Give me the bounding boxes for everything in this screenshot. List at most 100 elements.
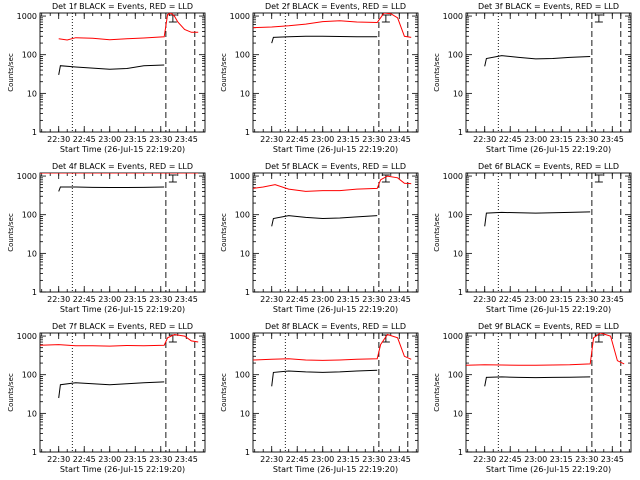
y-tick-label: 100 xyxy=(448,211,463,220)
y-tick-label: 1 xyxy=(32,128,37,137)
y-tick-label: 100 xyxy=(235,371,250,380)
detector-plot: Det 6f BLACK = Events, RED = LLD 1 10 100 10… xyxy=(433,162,632,314)
x-tick-label: 23:30 xyxy=(575,135,598,144)
x-tick-label: 22:30 xyxy=(473,455,496,464)
y-tick-label: 10 xyxy=(453,89,463,98)
x-tick-label: 23:15 xyxy=(550,455,573,464)
y-tick-label: 10 xyxy=(240,89,250,98)
error-bar-marker xyxy=(594,334,603,343)
events-series-line xyxy=(484,55,591,67)
y-axis-label: Counts/sec xyxy=(7,213,15,252)
y-tick-label: 100 xyxy=(22,211,37,220)
plot-frame xyxy=(39,172,206,293)
y-tick-label: 1 xyxy=(32,448,37,457)
x-tick-label: 22:45 xyxy=(499,135,522,144)
events-series-line xyxy=(271,35,378,44)
y-tick-label: 100 xyxy=(22,51,37,60)
y-axis-label: Counts/sec xyxy=(433,373,441,412)
error-bar-marker xyxy=(594,174,603,183)
plot-frame xyxy=(252,332,419,453)
lld-series-line xyxy=(58,13,199,41)
x-tick-label: 23:00 xyxy=(98,135,121,144)
x-tick-label: 23:45 xyxy=(175,455,198,464)
x-tick-label: 23:45 xyxy=(601,455,624,464)
y-tick-label: 1 xyxy=(458,288,463,297)
y-tick-label: 1 xyxy=(458,448,463,457)
x-tick-label: 23:00 xyxy=(98,455,121,464)
x-tick-label: 22:30 xyxy=(260,455,283,464)
x-tick-label: 23:30 xyxy=(362,455,385,464)
y-tick-label: 1 xyxy=(32,288,37,297)
y-axis-label: Counts/sec xyxy=(433,213,441,252)
plot-title: Det 5f BLACK = Events, RED = LLD xyxy=(265,162,406,171)
x-tick-label: 23:15 xyxy=(550,135,573,144)
y-tick-label: 100 xyxy=(22,371,37,380)
x-axis-label: Start Time (26-Jul-15 22:19:20) xyxy=(486,305,611,314)
y-tick-label: 100 xyxy=(448,371,463,380)
x-tick-label: 23:15 xyxy=(337,295,360,304)
events-series-line xyxy=(271,369,378,387)
lld-series-line xyxy=(253,175,412,192)
plot-title: Det 8f BLACK = Events, RED = LLD xyxy=(265,322,406,331)
x-axis-label: Start Time (26-Jul-15 22:19:20) xyxy=(273,145,398,154)
events-series-line xyxy=(58,64,165,75)
error-bar-marker xyxy=(594,14,603,23)
lld-series-line xyxy=(253,333,412,361)
lld-series-line xyxy=(253,13,412,38)
x-tick-label: 22:30 xyxy=(47,135,70,144)
y-tick-label: 1 xyxy=(458,128,463,137)
error-bar-marker xyxy=(381,14,390,23)
x-tick-label: 23:00 xyxy=(98,295,121,304)
y-tick-label: 1 xyxy=(245,288,250,297)
y-tick-label: 1000 xyxy=(17,332,37,341)
x-tick-label: 23:00 xyxy=(311,135,334,144)
y-axis-label: Counts/sec xyxy=(7,53,15,92)
x-tick-label: 23:15 xyxy=(124,455,147,464)
x-axis-label: Start Time (26-Jul-15 22:19:20) xyxy=(60,145,185,154)
y-tick-label: 1000 xyxy=(443,12,463,21)
y-tick-label: 10 xyxy=(27,409,37,418)
plot-frame xyxy=(465,172,632,293)
x-tick-label: 23:45 xyxy=(388,135,411,144)
events-series-line xyxy=(58,381,165,399)
plot-frame xyxy=(465,332,632,453)
events-series-line xyxy=(58,186,165,192)
detector-plot: Det 2f BLACK = Events, RED = LLD 1 10 100 10… xyxy=(220,2,419,154)
x-tick-label: 23:30 xyxy=(149,455,172,464)
y-tick-label: 100 xyxy=(235,51,250,60)
y-tick-label: 1000 xyxy=(17,172,37,181)
x-tick-label: 23:15 xyxy=(337,455,360,464)
x-tick-label: 22:45 xyxy=(286,135,309,144)
y-tick-label: 10 xyxy=(27,249,37,258)
x-tick-label: 22:45 xyxy=(499,455,522,464)
lld-series-line xyxy=(466,333,625,366)
x-axis-label: Start Time (26-Jul-15 22:19:20) xyxy=(273,465,398,474)
x-tick-label: 23:30 xyxy=(362,135,385,144)
y-tick-label: 1 xyxy=(245,448,250,457)
x-tick-label: 22:45 xyxy=(286,455,309,464)
y-tick-label: 1000 xyxy=(230,332,250,341)
plot-frame xyxy=(39,12,206,133)
x-tick-label: 22:45 xyxy=(286,295,309,304)
y-tick-label: 10 xyxy=(453,409,463,418)
events-series-line xyxy=(271,215,378,227)
x-tick-label: 23:45 xyxy=(175,135,198,144)
plot-frame xyxy=(465,12,632,133)
x-tick-label: 22:30 xyxy=(473,135,496,144)
error-bar-marker xyxy=(168,174,177,183)
x-tick-label: 22:30 xyxy=(260,135,283,144)
plot-title: Det 4f BLACK = Events, RED = LLD xyxy=(52,162,193,171)
y-tick-label: 1000 xyxy=(17,12,37,21)
x-tick-label: 23:00 xyxy=(311,295,334,304)
y-tick-label: 10 xyxy=(453,249,463,258)
y-tick-label: 1000 xyxy=(443,332,463,341)
x-tick-label: 23:45 xyxy=(601,135,624,144)
x-axis-label: Start Time (26-Jul-15 22:19:20) xyxy=(486,145,611,154)
y-tick-label: 10 xyxy=(27,89,37,98)
x-tick-label: 23:00 xyxy=(524,295,547,304)
y-tick-label: 10 xyxy=(240,409,250,418)
x-tick-label: 23:00 xyxy=(311,455,334,464)
x-tick-label: 22:45 xyxy=(73,295,96,304)
events-series-line xyxy=(484,211,591,227)
